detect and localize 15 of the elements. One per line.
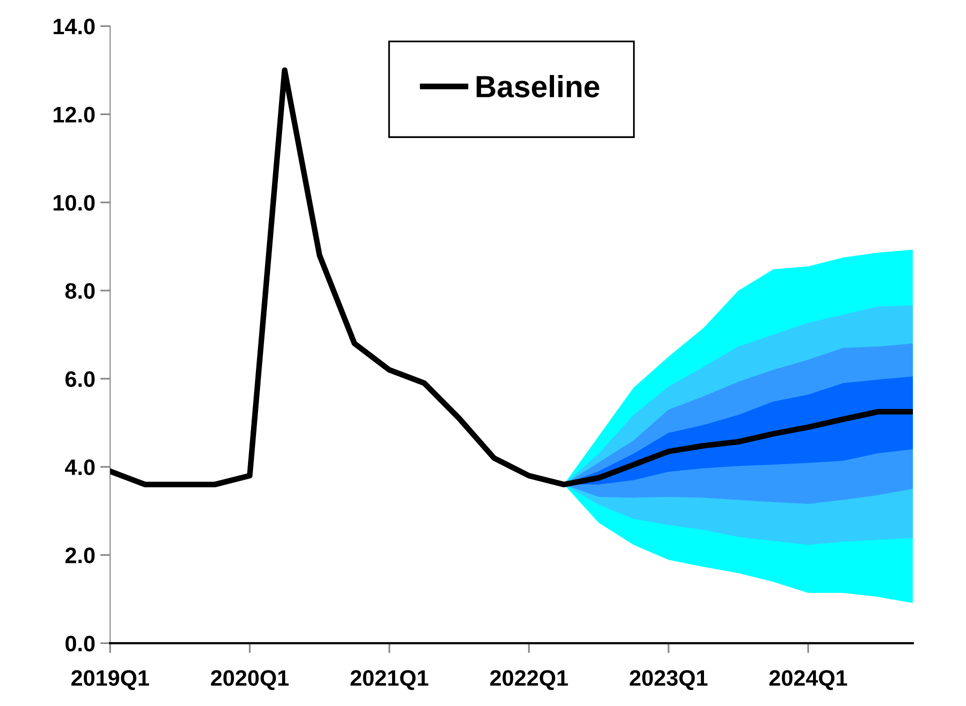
x-tick-label: 2021Q1 <box>350 670 428 690</box>
y-tick-label: 8.0 <box>65 283 95 299</box>
y-tick-label: 6.0 <box>65 371 95 387</box>
x-tick-label: 2024Q1 <box>769 670 848 690</box>
y-tick-label: 4.0 <box>64 459 95 476</box>
y-tick-label: 14.0 <box>54 18 95 34</box>
x-tick-label: 2019Q1 <box>71 670 150 690</box>
y-tick-label: 10.0 <box>54 194 95 211</box>
x-tick-label: 2020Q1 <box>210 670 289 690</box>
legend-label: Baseline <box>476 75 600 98</box>
y-tick-label: 0.0 <box>66 636 95 652</box>
y-tick-label: 2.0 <box>65 548 95 564</box>
x-tick-label: 2023Q1 <box>630 670 708 690</box>
y-tick-label: 12.0 <box>54 106 95 123</box>
x-tick-label: 2022Q1 <box>490 670 568 690</box>
